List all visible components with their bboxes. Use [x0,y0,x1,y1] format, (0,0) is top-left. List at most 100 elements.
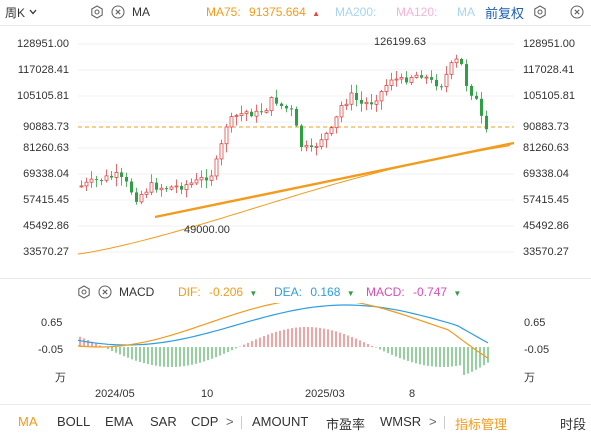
candle-body [149,182,154,193]
price-tick-label: 105105.81 [523,90,575,102]
macd-indicator-bar: MACD DIF: -0.206 ▼ DEA: 0.168 ▼ MACD: -0… [0,281,591,303]
session-button[interactable]: 时段 [560,417,587,432]
down-arrow-icon: ▼ [453,289,462,298]
candle-body [310,145,313,148]
top-divider [0,25,591,26]
candle-body [189,182,194,186]
macd-chart[interactable] [0,303,591,383]
candle-body [84,181,89,187]
candle-body [169,186,174,190]
candle-body [304,144,309,148]
candle-body [214,158,219,177]
tabs-separator [241,416,242,429]
price-tick-label: 90883.73 [23,121,69,133]
tabs-separator [444,416,445,429]
candle-body [470,85,473,96]
candles [79,54,488,205]
candle-body [355,92,358,100]
time-label: 2024/05 [95,388,135,400]
candle-body [130,181,133,193]
candle-body [449,62,454,75]
low-label: 49000.00 [184,224,230,236]
close-icon[interactable] [111,5,125,19]
dea-line [77,304,489,346]
candle-body [174,185,179,188]
candle-body [344,103,349,106]
price-tick-label: 81260.63 [23,142,69,154]
price-tick-label: 57415.45 [23,194,69,206]
tab-wmsr[interactable]: WMSR [380,414,422,429]
candle-body [324,132,329,141]
candle-body [454,58,459,64]
settings-icon[interactable] [90,5,104,19]
candle-body [180,185,183,190]
period-selector[interactable]: 周K [5,4,40,21]
candle-body [194,179,199,184]
macd-tick-label: 0.65 [41,317,63,329]
close-icon[interactable] [98,285,112,299]
price-tick-label: 105105.81 [17,90,69,102]
high-label: 126199.63 [374,36,426,48]
candle-body [120,172,123,177]
adjust-mode-button[interactable]: 前复权 [485,5,525,21]
price-tick-label: 57415.45 [523,194,569,206]
candlestick-chart[interactable]: 126199.63 49000.00 [0,26,591,276]
candle-body [244,111,249,115]
candle-body [79,185,84,188]
candle-body [239,113,244,116]
ma120-readout: MA120: [396,5,438,19]
candle-body [260,111,263,113]
candle-body [250,111,253,117]
candle-body [314,146,319,148]
tab-pe-ratio[interactable]: 市盈率 [326,417,366,432]
macd-tick-label: 万 [524,372,535,384]
candle-body [409,77,414,83]
price-tick-label: 69338.04 [23,168,69,180]
candle-body [389,79,394,86]
tab-cdp[interactable]: CDP [191,414,219,429]
candle-body [234,115,239,118]
indicator-manage-button[interactable]: 指标管理 [455,417,508,432]
candle-body [159,187,164,191]
candle-body [100,180,103,182]
tab-sar[interactable]: SAR [150,414,177,429]
settings-icon[interactable] [77,285,91,299]
dif-readout: DIF: -0.206 ▼ [178,285,258,299]
candle-body [374,100,379,105]
macd-indicator-name[interactable]: MACD [119,285,155,299]
candle-body [440,86,443,88]
time-label: 2025/03 [305,388,345,400]
candle-body [139,193,144,203]
tab-boll[interactable]: BOLL [57,414,91,429]
macd-tick-label: -0.05 [38,344,64,356]
ma75-readout: MA75: 91375.664 ▲ [206,5,321,19]
tab-ema[interactable]: EMA [105,414,134,429]
candle-body [229,116,234,128]
candle-body [104,175,109,181]
candle-body [480,98,483,116]
candle-body [334,116,339,129]
candle-body [384,85,389,92]
candle-body [379,91,384,102]
candle-body [280,103,283,106]
candle-body [209,175,214,181]
down-arrow-icon: ▼ [346,289,355,298]
chevron-right-icon[interactable]: > [226,414,234,429]
candle-body [135,192,138,202]
tab-amount[interactable]: AMOUNT [252,414,309,429]
main-indicator-name[interactable]: MA [132,5,150,19]
price-tick-label: 45492.86 [523,220,569,232]
price-tick-label: 33570.27 [23,246,69,258]
indicator-tabs: MA BOLL EMA SAR CDP > AMOUNT 市盈率 WMSR > … [0,407,591,437]
candle-body [269,97,274,112]
candle-body [444,73,449,88]
candle-body [300,125,303,147]
candle-body [349,92,354,105]
settings-icon[interactable] [533,5,547,19]
chevron-right-icon[interactable]: > [429,414,437,429]
price-grid [78,43,514,253]
price-tick-label: 81260.63 [523,142,569,154]
tab-ma[interactable]: MA [18,414,38,429]
fullscreen-icon[interactable] [570,5,584,19]
period-label: 周K [5,5,26,20]
